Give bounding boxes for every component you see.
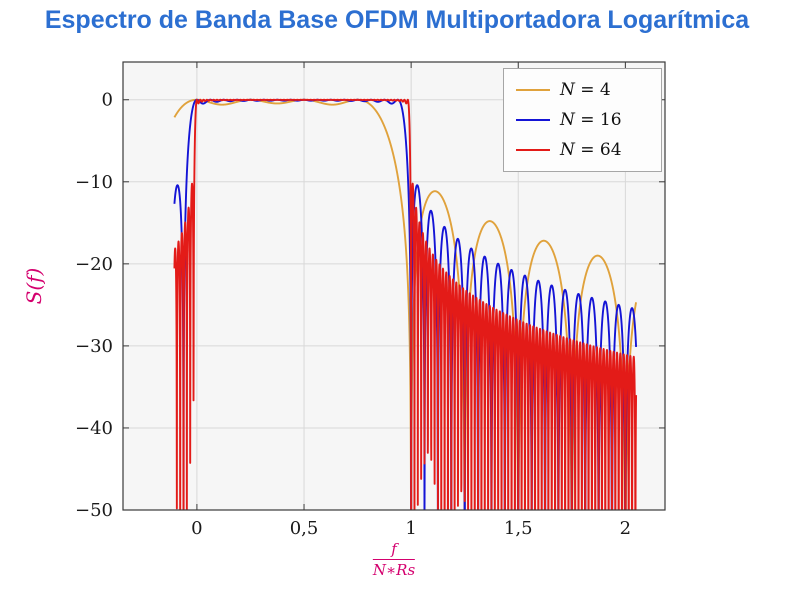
y-tick-label: −30 — [75, 336, 113, 357]
x-tick-label: 0 — [191, 518, 202, 539]
legend-label: N = 4 — [560, 80, 611, 100]
legend-entry: N = 4 — [504, 75, 661, 105]
legend-entry: N = 16 — [504, 105, 661, 135]
x-tick-label: 1,5 — [504, 518, 533, 539]
legend: N = 4 N = 16 N = 64 — [503, 68, 662, 172]
y-tick-label: 0 — [102, 90, 113, 111]
x-axis-fraction-numerator: f — [372, 540, 416, 560]
y-axis-label: S(f) — [22, 268, 46, 305]
plot-frame — [122, 61, 666, 511]
legend-label: N = 16 — [560, 110, 622, 130]
x-tick-label: 0,5 — [290, 518, 319, 539]
y-axis-label-text: S(f) — [22, 267, 46, 305]
legend-line-sample — [516, 89, 550, 91]
x-axis-label: f N∗Rs — [372, 540, 416, 579]
legend-entry: N = 64 — [504, 135, 661, 165]
y-tick-label: −40 — [75, 418, 113, 439]
chart-title: Espectro de Banda Base OFDM Multiportado… — [44, 6, 750, 34]
x-tick-label: 1 — [405, 518, 416, 539]
legend-line-sample — [516, 149, 550, 151]
y-tick-label: −10 — [75, 172, 113, 193]
curve-N=64 — [173, 98, 638, 510]
x-axis-fraction-denominator: N∗Rs — [372, 561, 416, 579]
legend-label: N = 64 — [560, 140, 622, 160]
y-tick-label: −20 — [75, 254, 113, 275]
x-tick-label: 2 — [620, 518, 631, 539]
y-tick-label: −50 — [75, 500, 113, 521]
legend-line-sample — [516, 119, 550, 121]
x-axis-fraction: f N∗Rs — [372, 540, 416, 579]
